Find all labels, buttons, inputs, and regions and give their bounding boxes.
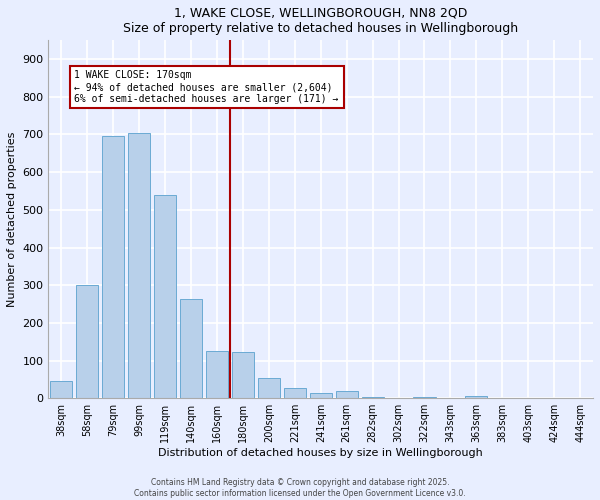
Bar	[76, 285, 98, 399]
Bar	[335, 392, 358, 398]
Bar	[180, 299, 202, 398]
Bar	[466, 396, 487, 398]
Bar	[362, 397, 383, 398]
Bar	[154, 195, 176, 398]
Bar	[102, 136, 124, 398]
Bar	[284, 388, 306, 398]
Bar	[258, 378, 280, 398]
Y-axis label: Number of detached properties: Number of detached properties	[7, 132, 17, 307]
Bar	[413, 397, 436, 398]
Title: 1, WAKE CLOSE, WELLINGBOROUGH, NN8 2QD
Size of property relative to detached hou: 1, WAKE CLOSE, WELLINGBOROUGH, NN8 2QD S…	[123, 7, 518, 35]
Bar	[310, 393, 332, 398]
X-axis label: Distribution of detached houses by size in Wellingborough: Distribution of detached houses by size …	[158, 448, 483, 458]
Bar	[128, 132, 150, 398]
Bar	[206, 351, 228, 399]
Text: Contains HM Land Registry data © Crown copyright and database right 2025.
Contai: Contains HM Land Registry data © Crown c…	[134, 478, 466, 498]
Bar	[232, 352, 254, 399]
Text: 1 WAKE CLOSE: 170sqm
← 94% of detached houses are smaller (2,604)
6% of semi-det: 1 WAKE CLOSE: 170sqm ← 94% of detached h…	[74, 70, 339, 104]
Bar	[50, 380, 73, 398]
